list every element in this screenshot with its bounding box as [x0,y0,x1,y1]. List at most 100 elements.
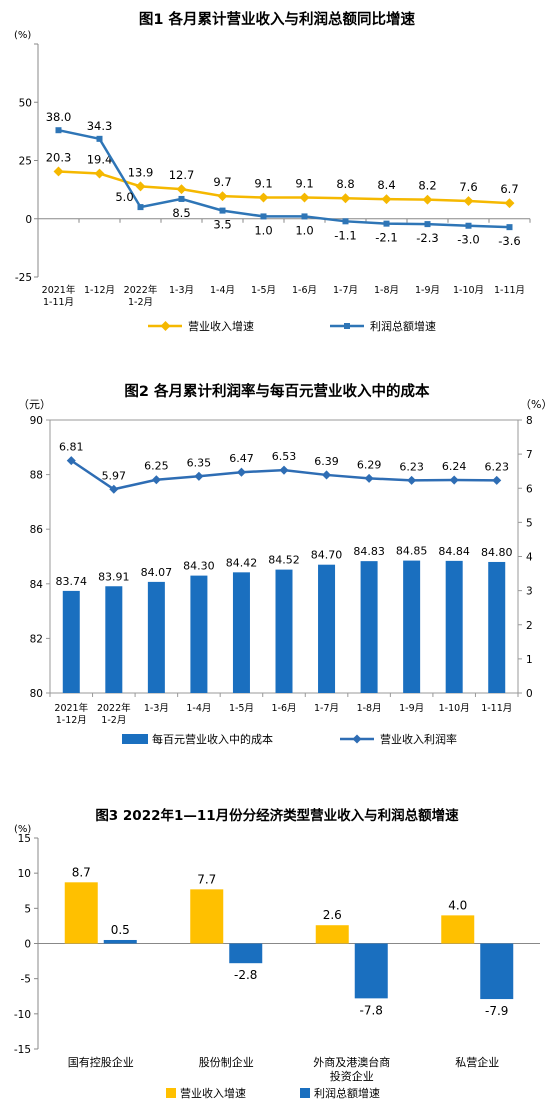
chart-3-y-tick-label: 5 [24,903,31,915]
chart-1: 图1 各月累计营业收入与利润总额同比增速 (%) -25 0 25 50 2021年 1-11… [0,0,555,360]
chart-1-data-label: 19.4 [87,153,113,167]
chart-2-y-right-tick-label: 5 [526,517,533,529]
chart-2-y-right-tick-label: 0 [526,688,533,700]
chart-2-bar [403,560,421,693]
chart-1-data-label: 7.6 [459,180,477,194]
chart-2-bar-label: 84.70 [311,549,343,562]
chart-1-y-unit: (%) [14,30,31,41]
chart-1-x-tick-label: 1-9月 [415,285,440,296]
chart-1-x-tick-label: 2022年 1-2月 [124,284,158,308]
chart-1-x-tick-label: 1-5月 [251,285,276,296]
chart-3-legend-label-0: 营业收入增速 [180,1086,246,1100]
chart-2-bar-label: 84.80 [481,546,513,559]
chart-3-bar-label: -2.8 [234,968,257,982]
chart-1-x-tick-label: 1-7月 [333,285,358,296]
chart-1-point-revenue [217,191,228,202]
chart-2-line-point [194,471,204,481]
chart-2-line-label: 6.47 [229,452,254,465]
chart-2-y-left-tick-label: 80 [30,688,43,700]
chart-2-legend-bar-swatch [122,734,148,744]
chart-1-x-tick-label: 2021年 1-11月 [42,284,76,308]
chart-2-bar [360,561,378,693]
chart-2-x-tick-label: 1-3月 [144,703,169,714]
chart-1-x-tick-label: 1-6月 [292,285,317,296]
chart-1-legend-marker-0 [160,321,171,331]
chart-2-x-tick-label: 1-10月 [439,703,470,714]
chart-3-bar-label: 2.6 [323,908,342,922]
chart-1-x-tick-label: 1-8月 [374,285,399,296]
chart-3-bar-profit [103,939,137,944]
chart-2-x-tick-label: 1-5月 [229,703,254,714]
chart-2-y-left-unit: （元） [18,398,51,411]
chart-3-x-tick-label: 外商及港澳台商投资企业 [313,1055,390,1083]
chart-2-y-right-unit: （%） [520,398,552,411]
chart-3-bar-label: 0.5 [111,923,130,937]
chart-3-bar-label: 7.7 [197,872,216,886]
chart-2-bar [147,581,165,693]
chart-2-x-tick-label: 1-6月 [271,703,296,714]
chart-2-line-point [407,475,417,485]
chart-1-data-label: 9.1 [295,177,313,191]
chart-2-svg: 图2 各月累计利润率与每百元营业收入中的成本（元） （%）808284868890… [18,382,552,746]
chart-2-bar-label: 83.91 [98,570,130,583]
chart-2-bar [190,575,208,693]
chart-1-point-revenue [94,168,105,179]
chart-1-y-tick-label: 50 [19,97,32,109]
chart-1-y-tick-label: 25 [19,156,32,168]
chart-1-point-profit [55,127,62,134]
chart-1-legend-marker-1 [344,323,350,329]
chart-1-data-label: -2.1 [375,231,397,245]
chart-1-point-profit [301,213,308,220]
chart-2-x-tick-label: 1-11月 [481,703,512,714]
chart-2-bar [318,564,336,693]
chart-1-y-tick-label: -25 [15,272,32,284]
chart-3-y-tick-label: 0 [24,939,31,951]
chart-1-point-profit [219,207,226,214]
chart-2-bar [445,560,463,693]
chart-2-line-point [492,475,502,485]
chart-2-line-point [364,473,374,483]
chart-2-line-label: 6.24 [442,460,467,473]
chart-3-bar-label: -7.8 [360,1003,383,1017]
chart-2-line-label: 5.97 [102,469,127,482]
chart-1-point-revenue [463,196,474,206]
chart-2-bar [105,586,123,693]
chart-2-bar-label: 84.84 [438,545,470,558]
chart-1-point-revenue [340,193,351,204]
chart-3-x-tick-label: 股份制企业 [199,1055,254,1069]
chart-2-line-label: 6.35 [187,456,212,469]
chart-3-bar-label: 8.7 [72,865,91,879]
chart-2-line [70,459,497,491]
chart-2-x-tick-label: 1-8月 [357,703,382,714]
chart-1-data-label: 34.3 [87,119,113,133]
chart-2-x-tick-label: 2022年 1-2月 [97,702,131,726]
chart-2-line-point [279,465,289,475]
chart-1-data-label: -3.0 [457,233,479,247]
chart-1-data-label: 8.4 [377,178,395,192]
chart-3-y-tick-label: 15 [18,833,31,845]
chart-1-point-revenue [135,181,146,192]
chart-2-x-tick-label: 2021年 1-12月 [54,702,88,726]
chart-3-x-tick-label: 私营企业 [455,1055,499,1069]
chart-2-bar-label: 84.42 [226,556,258,569]
chart-2-y-left-tick-label: 90 [30,415,43,427]
chart-1-point-profit [465,222,472,229]
chart-1-point-profit [424,221,431,228]
chart-1-data-label: 20.3 [46,150,72,164]
chart-1-data-label: -3.6 [498,234,520,248]
chart-3-y-unit: (%) [14,824,31,835]
chart-3-y-tick-label: -5 [21,974,31,986]
chart-1-title: 图1 各月累计营业收入与利润总额同比增速 [139,10,416,28]
chart-2-line-point [449,475,459,485]
chart-3-bar-profit [354,943,388,999]
chart-1-point-revenue [53,166,64,177]
chart-1-data-label: -1.1 [334,228,356,242]
chart-3-x-tick-label: 国有控股企业 [68,1055,134,1069]
chart-2-bar-label: 84.52 [268,554,300,567]
chart-2-line-point [66,456,76,466]
chart-2-line-label: 6.39 [314,455,339,468]
chart-2-y-left-tick-label: 84 [30,579,44,591]
chart-2-legend-bar-label: 每百元营业收入中的成本 [152,732,273,746]
chart-3-y-tick-label: -10 [14,1009,31,1021]
chart-1-point-revenue [299,192,310,203]
